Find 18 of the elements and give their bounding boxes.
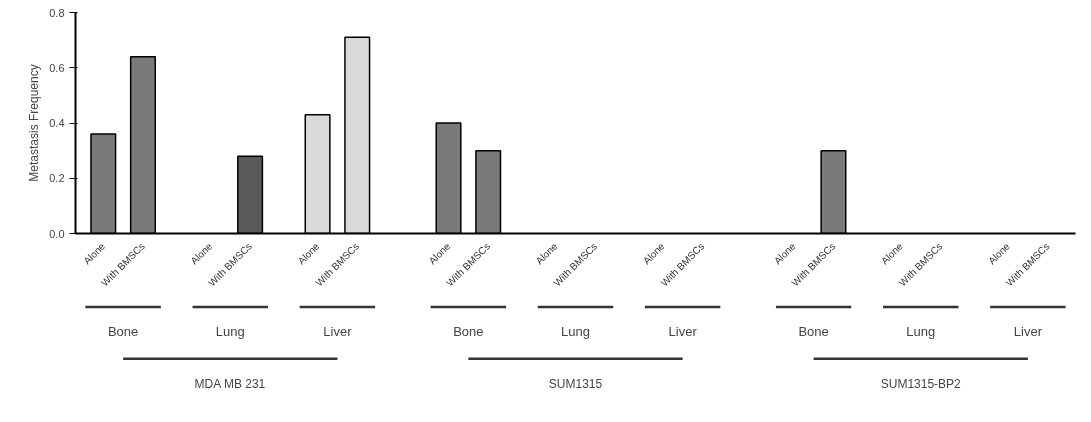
y-tick-label: 0.6 xyxy=(49,61,65,74)
y-axis-title: Metastasis Frequency xyxy=(27,64,42,182)
text: SUM1315 xyxy=(548,376,603,391)
text: Liver xyxy=(323,324,353,340)
text: SUM1315-BP2 xyxy=(880,376,962,391)
text: Lung xyxy=(215,324,245,340)
text: Bone xyxy=(798,324,829,340)
y-tick-label: 0.2 xyxy=(49,172,65,185)
text: Liver xyxy=(668,324,698,340)
text: Lung xyxy=(906,324,936,340)
text: Bone xyxy=(107,324,139,340)
text: Liver xyxy=(1013,324,1043,340)
y-tick-label: 0.0 xyxy=(49,227,65,240)
text: MDA MB 231 xyxy=(194,376,266,391)
y-tick-label: 0.8 xyxy=(49,6,65,19)
y-tick-label: 0.4 xyxy=(49,117,65,129)
text: Lung xyxy=(561,324,590,340)
text: Bone xyxy=(453,324,484,340)
